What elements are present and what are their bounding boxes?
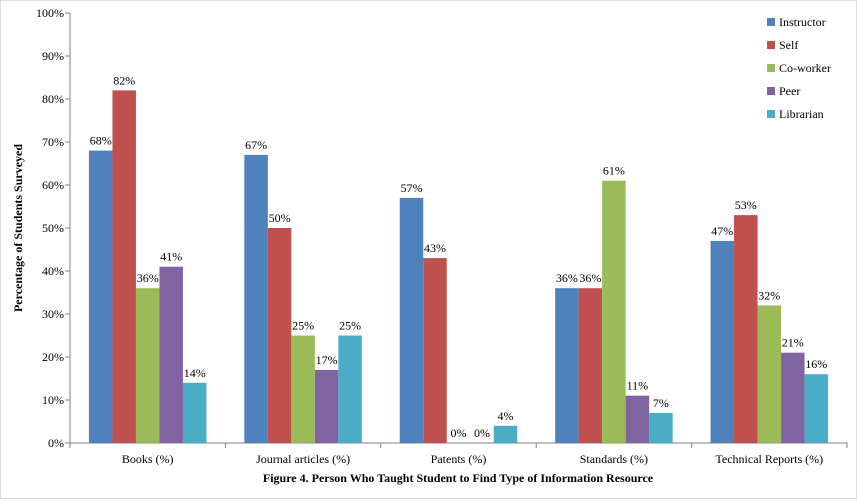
legend-label: Self (779, 38, 798, 52)
y-tick-label: 60% (42, 178, 64, 192)
data-label: 82% (113, 73, 135, 87)
bar-instructor (555, 288, 579, 443)
data-label: 41% (160, 250, 182, 264)
bar-peer (625, 395, 650, 443)
data-label: 47% (711, 224, 733, 238)
bar-co-worker (757, 305, 782, 443)
legend-label: Peer (779, 84, 800, 98)
legend-swatch (767, 64, 775, 72)
bar-peer (314, 369, 339, 443)
x-tick-label: Books (%) (122, 452, 174, 466)
bar-co-worker (291, 335, 315, 443)
x-axis: Books (%) Journal articles (%) Patents (%)… (69, 442, 848, 466)
legend-swatch (767, 41, 775, 49)
bar-librarian (493, 425, 518, 443)
bar-librarian (182, 382, 207, 443)
bar-peer (781, 352, 805, 443)
data-label: 21% (782, 336, 804, 350)
y-tick-label: 30% (42, 307, 64, 321)
data-label: 50% (269, 211, 291, 225)
y-tick-label: 10% (42, 393, 64, 407)
data-label: 53% (735, 198, 757, 212)
y-tick-label: 20% (42, 350, 64, 364)
data-label: 32% (758, 288, 780, 302)
y-tick-label: 0% (48, 436, 64, 450)
legend-swatch (767, 87, 775, 95)
legend: Instructor Self Co-worker Peer Librarian (767, 15, 831, 121)
bar-instructor (244, 154, 268, 443)
data-label: 11% (627, 379, 649, 393)
data-label: 61% (603, 164, 625, 178)
data-labels: 68% 67% 57% 36% 47% 82% 50% 43% 36% 53% 36% 25% 0% 61… (90, 73, 828, 440)
y-axis: 0% 10% 20% 30% 40% 50% 60% 70% 80% 90% 100% (36, 6, 71, 450)
bar-co-worker (135, 288, 160, 443)
bar-librarian (649, 412, 673, 443)
data-label: 0% (451, 426, 467, 440)
bar-co-worker (602, 180, 626, 443)
bar-librarian (338, 335, 362, 443)
data-label: 67% (245, 138, 267, 152)
x-tick-label: Journal articles (%) (256, 452, 350, 466)
bar-self (578, 288, 603, 443)
legend-swatch (767, 110, 775, 118)
data-label: 25% (292, 319, 314, 333)
data-label: 36% (137, 271, 159, 285)
bar-self (267, 228, 292, 443)
y-axis-title: Percentage of Students Surveyed (11, 144, 25, 312)
y-tick-label: 80% (42, 92, 64, 106)
data-label: 36% (556, 271, 578, 285)
legend-label: Librarian (779, 107, 824, 121)
data-label: 7% (653, 396, 669, 410)
bar-self (734, 215, 758, 443)
bar-instructor (710, 240, 735, 443)
x-tick-label: Standards (%) (580, 452, 648, 466)
y-tick-label: 40% (42, 264, 64, 278)
bar-peer (159, 266, 183, 443)
bar-instructor (399, 197, 424, 443)
figure-caption: Figure 4. Person Who Taught Student to F… (263, 471, 654, 485)
data-label: 4% (498, 409, 514, 423)
data-label: 0% (474, 426, 490, 440)
bars (88, 90, 829, 444)
bar-self (423, 258, 447, 443)
data-label: 17% (316, 353, 338, 367)
data-label: 14% (184, 366, 206, 380)
x-tick-label: Technical Reports (%) (715, 452, 823, 466)
y-tick-label: 90% (42, 49, 64, 63)
data-label: 16% (805, 357, 827, 371)
bar-librarian (804, 374, 829, 443)
data-label: 68% (90, 134, 112, 148)
y-tick-label: 70% (42, 135, 64, 149)
data-label: 43% (424, 241, 446, 255)
y-tick-label: 100% (36, 6, 64, 20)
y-tick-label: 50% (42, 221, 64, 235)
data-label: 25% (339, 319, 361, 333)
legend-label: Instructor (779, 15, 826, 29)
legend-label: Co-worker (779, 61, 831, 75)
bar-self (112, 90, 136, 444)
bar-instructor (88, 150, 113, 443)
legend-swatch (767, 18, 775, 26)
x-tick-label: Patents (%) (431, 452, 487, 466)
data-label: 36% (579, 271, 601, 285)
data-label: 57% (401, 181, 423, 195)
